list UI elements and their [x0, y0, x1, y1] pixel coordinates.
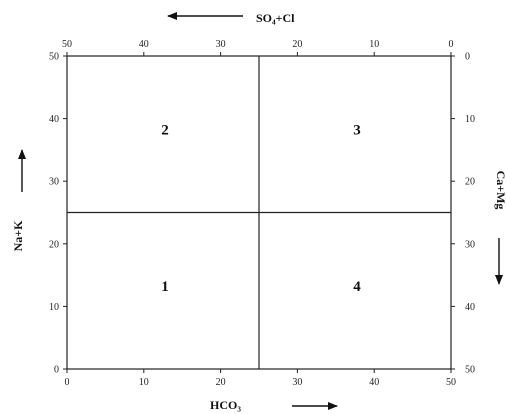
right-axis-label: Ca+Mg [494, 171, 507, 210]
left-axis-ticks: 0 10 20 30 40 50 [49, 52, 67, 376]
bottom-tick-label: 50 [446, 377, 456, 388]
bottom-axis-label: HCO₃ [210, 398, 241, 412]
quadrant-labels: 1 2 3 4 [161, 122, 361, 295]
bottom-tick-label: 10 [139, 377, 149, 388]
quadrant-label: 1 [161, 279, 169, 295]
right-tick-label: 0 [465, 52, 470, 63]
bottom-tick-label: 30 [292, 377, 302, 388]
bottom-tick-label: 20 [216, 377, 226, 388]
left-tick-label: 20 [49, 239, 59, 250]
left-axis-label: Na+K [11, 220, 25, 252]
left-tick-label: 0 [54, 365, 59, 376]
top-tick-label: 0 [449, 39, 454, 50]
left-tick-label: 30 [49, 177, 59, 188]
left-tick-label: 10 [49, 302, 59, 313]
right-tick-label: 50 [465, 365, 475, 376]
right-tick-label: 20 [465, 177, 475, 188]
left-tick-label: 40 [49, 114, 59, 125]
quadrant-label: 2 [161, 122, 169, 138]
top-tick-label: 50 [62, 39, 72, 50]
right-tick-label: 10 [465, 114, 475, 125]
top-tick-label: 20 [292, 39, 302, 50]
right-tick-label: 30 [465, 239, 475, 250]
quadrant-label: 3 [353, 122, 361, 138]
bottom-axis-ticks: 0 10 20 30 40 50 [65, 369, 456, 388]
top-axis-ticks: 50 40 30 20 10 0 [62, 39, 454, 56]
left-tick-label: 50 [49, 52, 59, 63]
right-tick-label: 40 [465, 302, 475, 313]
top-tick-label: 40 [139, 39, 149, 50]
top-axis-label: SO₄+Cl [256, 11, 295, 25]
quadrant-label: 4 [353, 279, 361, 295]
top-tick-label: 30 [216, 39, 226, 50]
bottom-tick-label: 40 [369, 377, 379, 388]
right-axis-ticks: 0 10 20 30 40 50 [451, 52, 475, 376]
top-tick-label: 10 [369, 39, 379, 50]
bottom-tick-label: 0 [65, 377, 70, 388]
